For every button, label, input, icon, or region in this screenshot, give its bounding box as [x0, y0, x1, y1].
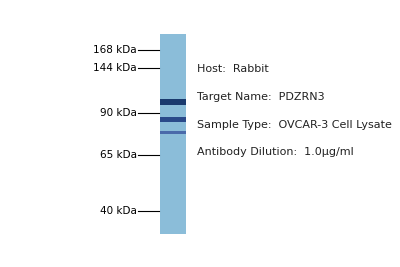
- Text: 65 kDa: 65 kDa: [100, 150, 137, 160]
- Bar: [160, 131, 186, 134]
- Text: Host:  Rabbit: Host: Rabbit: [197, 64, 269, 74]
- Bar: [160, 117, 186, 122]
- Bar: [160, 99, 186, 105]
- Text: 144 kDa: 144 kDa: [93, 63, 137, 73]
- Text: 168 kDa: 168 kDa: [93, 45, 137, 54]
- Bar: [160, 34, 186, 234]
- Text: Sample Type:  OVCAR-3 Cell Lysate: Sample Type: OVCAR-3 Cell Lysate: [197, 120, 392, 129]
- Text: 90 kDa: 90 kDa: [100, 108, 137, 118]
- Text: Antibody Dilution:  1.0μg/ml: Antibody Dilution: 1.0μg/ml: [197, 147, 354, 157]
- Text: 40 kDa: 40 kDa: [100, 206, 137, 216]
- Text: Target Name:  PDZRN3: Target Name: PDZRN3: [197, 92, 325, 102]
